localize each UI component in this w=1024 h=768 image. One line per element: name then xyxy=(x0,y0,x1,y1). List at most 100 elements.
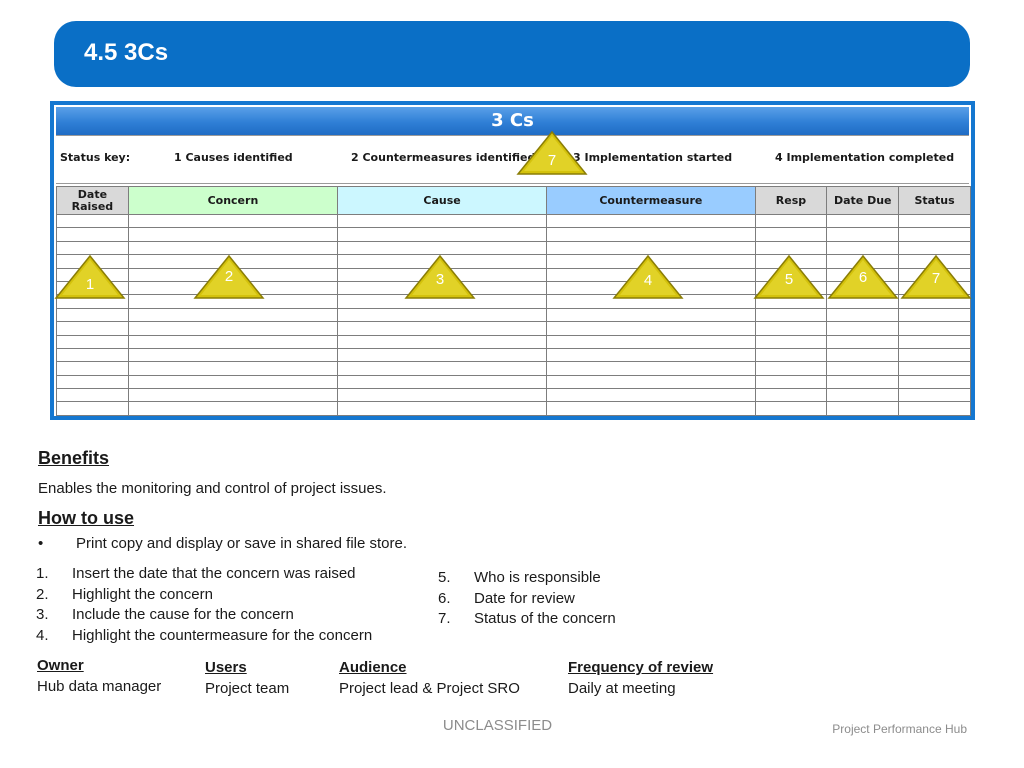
three-cs-sheet: 3 Cs Status key: 1 Causes identified 2 C… xyxy=(50,101,975,420)
table-cell-countermeasure[interactable] xyxy=(546,307,756,323)
concerns-table: Date Raised Concern Cause Countermeasure… xyxy=(56,186,971,416)
table-cell-concern[interactable] xyxy=(127,347,339,363)
table-cell-resp[interactable] xyxy=(754,374,828,390)
table-cell-concern[interactable] xyxy=(127,213,339,229)
table-cell-countermeasure[interactable] xyxy=(546,227,756,242)
table-cell-date-raised[interactable] xyxy=(56,307,129,323)
table-cell-cause[interactable] xyxy=(337,347,548,363)
table-cell-countermeasure[interactable] xyxy=(546,374,756,390)
triangle-icon xyxy=(54,254,126,299)
table-cell-concern[interactable] xyxy=(127,388,339,403)
table-cell-date-due[interactable] xyxy=(826,334,900,349)
table-cell-date-due[interactable] xyxy=(826,388,900,403)
benefits-text: Enables the monitoring and control of pr… xyxy=(38,480,387,497)
table-cell-date-due[interactable] xyxy=(826,401,900,416)
column-header-countermeasure: Countermeasure xyxy=(546,186,756,215)
triangle-icon xyxy=(753,254,825,299)
table-cell-countermeasure[interactable] xyxy=(546,240,756,256)
table-cell-cause[interactable] xyxy=(337,388,548,403)
table-cell-resp[interactable] xyxy=(754,227,828,242)
marker-triangle-5: 5 xyxy=(753,254,825,300)
table-cell-countermeasure[interactable] xyxy=(546,213,756,229)
column-header-cause: Cause xyxy=(337,186,548,215)
table-row xyxy=(56,240,971,256)
table-cell-status[interactable] xyxy=(898,213,971,229)
table-cell-concern[interactable] xyxy=(127,227,339,242)
table-cell-status[interactable] xyxy=(898,347,971,363)
footer-brand: Project Performance Hub xyxy=(832,722,967,736)
table-cell-date-raised[interactable] xyxy=(56,388,129,403)
table-cell-cause[interactable] xyxy=(337,227,548,242)
table-cell-resp[interactable] xyxy=(754,347,828,363)
table-cell-status[interactable] xyxy=(898,361,971,376)
steps-list-right: 5. Who is responsible 6. Date for review 7… xyxy=(438,569,616,631)
table-cell-countermeasure[interactable] xyxy=(546,361,756,376)
table-cell-cause[interactable] xyxy=(337,401,548,416)
table-cell-date-due[interactable] xyxy=(826,374,900,390)
table-cell-date-due[interactable] xyxy=(826,213,900,229)
table-cell-status[interactable] xyxy=(898,321,971,336)
how-to-use-heading: How to use xyxy=(38,508,135,528)
audience-value: Project lead & Project SRO xyxy=(339,680,520,697)
table-cell-cause[interactable] xyxy=(337,307,548,323)
table-cell-status[interactable] xyxy=(898,227,971,242)
table-cell-cause[interactable] xyxy=(337,213,548,229)
table-cell-countermeasure[interactable] xyxy=(546,347,756,363)
table-row xyxy=(56,227,971,242)
table-cell-cause[interactable] xyxy=(337,240,548,256)
table-cell-date-raised[interactable] xyxy=(56,334,129,349)
table-cell-countermeasure[interactable] xyxy=(546,334,756,349)
table-cell-date-raised[interactable] xyxy=(56,401,129,416)
table-cell-status[interactable] xyxy=(898,374,971,390)
table-cell-concern[interactable] xyxy=(127,401,339,416)
table-cell-resp[interactable] xyxy=(754,213,828,229)
table-cell-concern[interactable] xyxy=(127,240,339,256)
table-cell-resp[interactable] xyxy=(754,401,828,416)
table-cell-date-raised[interactable] xyxy=(56,347,129,363)
table-cell-countermeasure[interactable] xyxy=(546,401,756,416)
table-cell-resp[interactable] xyxy=(754,240,828,256)
table-cell-date-due[interactable] xyxy=(826,347,900,363)
table-cell-resp[interactable] xyxy=(754,388,828,403)
table-cell-date-raised[interactable] xyxy=(56,374,129,390)
triangle-icon xyxy=(827,254,899,299)
table-cell-countermeasure[interactable] xyxy=(546,321,756,336)
triangle-icon xyxy=(612,254,684,299)
table-cell-date-due[interactable] xyxy=(826,321,900,336)
table-cell-resp[interactable] xyxy=(754,334,828,349)
table-cell-cause[interactable] xyxy=(337,334,548,349)
table-cell-date-due[interactable] xyxy=(826,240,900,256)
table-cell-cause[interactable] xyxy=(337,374,548,390)
table-cell-date-raised[interactable] xyxy=(56,227,129,242)
table-cell-resp[interactable] xyxy=(754,321,828,336)
steps-list-left: 1. Insert the date that the concern was r… xyxy=(36,565,372,647)
table-cell-date-raised[interactable] xyxy=(56,240,129,256)
table-cell-concern[interactable] xyxy=(127,334,339,349)
table-cell-date-due[interactable] xyxy=(826,227,900,242)
table-row xyxy=(56,307,971,323)
table-cell-status[interactable] xyxy=(898,401,971,416)
table-cell-date-raised[interactable] xyxy=(56,213,129,229)
table-cell-status[interactable] xyxy=(898,307,971,323)
table-cell-status[interactable] xyxy=(898,240,971,256)
table-cell-date-due[interactable] xyxy=(826,361,900,376)
table-cell-concern[interactable] xyxy=(127,361,339,376)
table-cell-countermeasure[interactable] xyxy=(546,388,756,403)
list-item: 3. Include the cause for the concern xyxy=(36,606,294,623)
table-cell-concern[interactable] xyxy=(127,374,339,390)
table-cell-status[interactable] xyxy=(898,388,971,403)
benefits-heading: Benefits xyxy=(38,448,110,468)
table-cell-status[interactable] xyxy=(898,334,971,349)
table-cell-cause[interactable] xyxy=(337,361,548,376)
table-cell-date-due[interactable] xyxy=(826,307,900,323)
table-cell-date-raised[interactable] xyxy=(56,361,129,376)
table-cell-concern[interactable] xyxy=(127,307,339,323)
table-cell-resp[interactable] xyxy=(754,361,828,376)
table-cell-resp[interactable] xyxy=(754,307,828,323)
table-cell-concern[interactable] xyxy=(127,321,339,336)
status-key-label: Status key: xyxy=(60,151,131,164)
column-header-date-due: Date Due xyxy=(826,186,900,215)
table-body xyxy=(56,213,971,416)
table-cell-date-raised[interactable] xyxy=(56,321,129,336)
table-cell-cause[interactable] xyxy=(337,321,548,336)
